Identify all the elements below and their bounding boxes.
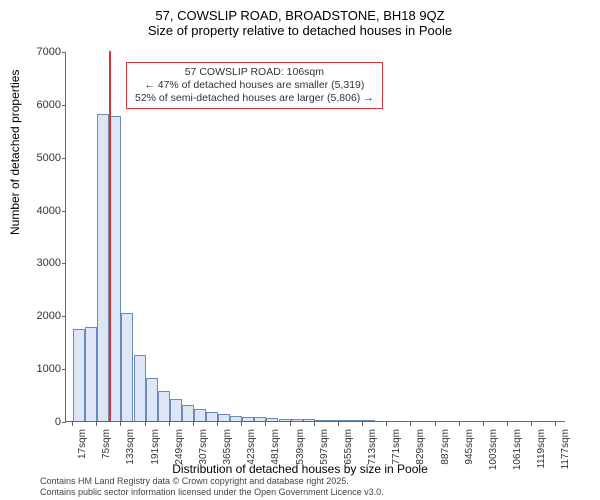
histogram-bar <box>146 378 158 421</box>
y-tick-label: 6000 <box>6 99 61 111</box>
histogram-bar <box>170 399 182 421</box>
histogram-bar <box>194 409 206 421</box>
histogram-bar <box>97 114 109 421</box>
histogram-bar <box>218 414 230 421</box>
histogram-bar <box>291 419 303 421</box>
x-tick-label: 713sqm <box>367 429 378 474</box>
x-tick-label: 655sqm <box>343 429 354 474</box>
histogram-bar <box>206 412 218 421</box>
x-tick-label: 191sqm <box>150 429 161 474</box>
histogram-bar <box>254 417 266 421</box>
x-tick-label: 1061sqm <box>512 429 523 474</box>
x-tick-label: 945sqm <box>464 429 475 474</box>
histogram-bar <box>182 405 194 421</box>
chart-footer: Contains HM Land Registry data © Crown c… <box>40 476 384 498</box>
annotation-line: 57 COWSLIP ROAD: 106sqm <box>135 66 374 79</box>
x-tick-label: 133sqm <box>125 429 136 474</box>
histogram-bar <box>266 418 278 421</box>
histogram-bar <box>134 355 146 421</box>
footer-line1: Contains HM Land Registry data © Crown c… <box>40 476 384 487</box>
x-tick-label: 597sqm <box>319 429 330 474</box>
x-tick-label: 423sqm <box>246 429 257 474</box>
histogram-bar <box>327 420 339 421</box>
histogram-bar <box>279 419 291 421</box>
x-tick-label: 17sqm <box>77 429 88 474</box>
histogram-bar <box>315 420 327 421</box>
footer-line2: Contains public sector information licen… <box>40 487 384 498</box>
property-marker-line <box>109 51 111 421</box>
annotation-line: ← 47% of detached houses are smaller (5,… <box>135 79 374 92</box>
y-tick-label: 7000 <box>6 46 61 58</box>
histogram-bar <box>303 419 315 421</box>
x-tick-label: 771sqm <box>391 429 402 474</box>
chart-title-line2: Size of property relative to detached ho… <box>0 23 600 38</box>
histogram-bar <box>351 420 363 421</box>
x-tick-label: 539sqm <box>295 429 306 474</box>
x-tick-label: 887sqm <box>440 429 451 474</box>
annotation-line: 52% of semi-detached houses are larger (… <box>135 92 374 105</box>
y-tick-label: 4000 <box>6 205 61 217</box>
y-tick-label: 2000 <box>6 310 61 322</box>
histogram-bar <box>85 327 97 421</box>
x-tick-label: 1119sqm <box>536 429 547 474</box>
annotation-callout: 57 COWSLIP ROAD: 106sqm← 47% of detached… <box>126 62 383 109</box>
x-tick-label: 307sqm <box>198 429 209 474</box>
chart-title-line1: 57, COWSLIP ROAD, BROADSTONE, BH18 9QZ <box>0 8 600 23</box>
y-tick-label: 0 <box>6 416 61 428</box>
y-tick-label: 1000 <box>6 363 61 375</box>
x-tick-label: 75sqm <box>101 429 112 474</box>
y-tick-label: 3000 <box>6 257 61 269</box>
x-tick-label: 249sqm <box>174 429 185 474</box>
histogram-bar <box>230 416 242 421</box>
x-tick-label: 1003sqm <box>488 429 499 474</box>
x-tick-label: 829sqm <box>415 429 426 474</box>
x-tick-label: 1177sqm <box>560 429 571 474</box>
histogram-bar <box>339 420 351 421</box>
histogram-bar <box>158 391 170 421</box>
histogram-bar <box>363 420 375 421</box>
histogram-bar <box>73 329 85 422</box>
histogram-bar <box>121 313 133 421</box>
y-tick-label: 5000 <box>6 152 61 164</box>
x-tick-label: 365sqm <box>222 429 233 474</box>
chart-plot-area: 57 COWSLIP ROAD: 106sqm← 47% of detached… <box>65 52 565 422</box>
histogram-bar <box>242 417 254 421</box>
x-tick-label: 481sqm <box>270 429 281 474</box>
